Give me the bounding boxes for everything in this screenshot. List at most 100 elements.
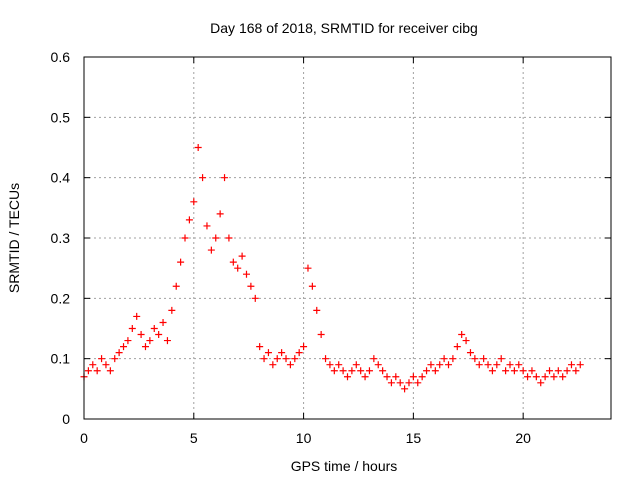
y-tick-label: 0 <box>62 411 70 427</box>
data-point <box>291 355 299 363</box>
data-point <box>304 264 312 272</box>
x-tick-label: 15 <box>406 430 422 446</box>
x-axis-label: GPS time / hours <box>291 458 398 474</box>
data-point <box>401 385 409 393</box>
data-point <box>111 355 119 363</box>
data-point <box>216 210 224 218</box>
data-point <box>120 343 128 351</box>
data-point <box>124 337 132 345</box>
data-point <box>414 379 422 387</box>
data-point <box>528 367 536 375</box>
data-point <box>484 361 492 369</box>
data-point <box>344 373 351 381</box>
y-axis-label: SRMTID / TECUs <box>6 183 22 293</box>
data-point <box>168 306 176 314</box>
data-point <box>133 312 141 320</box>
data-point <box>137 331 145 339</box>
data-point <box>322 355 330 363</box>
data-point <box>396 379 404 387</box>
data-point <box>273 355 281 363</box>
data-point <box>128 325 136 332</box>
data-point <box>370 355 378 363</box>
data-point <box>546 367 554 375</box>
data-point <box>572 367 580 375</box>
chart-title: Day 168 of 2018, SRMTID for receiver cib… <box>210 20 478 36</box>
data-point <box>300 343 308 351</box>
data-point <box>98 355 106 363</box>
data-point <box>510 367 518 375</box>
data-point <box>150 325 158 332</box>
data-point <box>383 373 391 381</box>
data-point <box>181 234 189 242</box>
x-tick-label: 0 <box>80 430 88 446</box>
data-point <box>326 361 334 369</box>
data-point <box>278 349 286 357</box>
data-point <box>159 318 167 326</box>
axis-ticks: 0 0.1 0.2 0.3 0.4 0.5 0.6 0 5 10 15 20 <box>51 49 611 446</box>
data-point <box>365 367 373 375</box>
data-point <box>194 144 202 151</box>
data-point <box>374 361 382 369</box>
data-point <box>524 373 532 381</box>
data-point <box>256 343 264 351</box>
data-point <box>532 373 540 381</box>
data-point <box>379 367 387 375</box>
data-point <box>502 367 510 375</box>
data-point <box>295 349 303 357</box>
data-point <box>431 367 439 375</box>
data-point <box>234 264 242 272</box>
data-point <box>427 361 435 369</box>
data-point <box>458 331 466 339</box>
y-tick-label: 0.5 <box>51 109 71 125</box>
data-point <box>488 367 496 375</box>
data-point <box>199 174 207 182</box>
data-point <box>559 373 567 381</box>
data-point <box>203 222 211 230</box>
data-point <box>155 331 163 339</box>
data-point <box>361 373 369 381</box>
grid <box>84 57 611 419</box>
data-point <box>207 246 215 254</box>
data-point <box>115 349 123 357</box>
x-tick-label: 20 <box>515 430 531 446</box>
data-point <box>519 367 527 375</box>
data-point <box>106 367 114 375</box>
data-point <box>330 367 338 375</box>
data-point <box>146 337 154 345</box>
data-point <box>84 367 92 375</box>
data-point <box>567 361 575 369</box>
data-point <box>251 294 259 302</box>
data-point <box>339 367 347 375</box>
data-point <box>436 361 444 369</box>
x-tick-label: 10 <box>296 430 312 446</box>
data-point <box>440 355 448 363</box>
data-point <box>387 379 395 387</box>
y-tick-label: 0.2 <box>51 290 71 306</box>
data-point <box>221 174 229 182</box>
data-point <box>475 361 483 369</box>
y-tick-label: 0.4 <box>51 170 71 186</box>
data-point <box>282 355 290 363</box>
data-point <box>449 355 457 363</box>
data-point <box>563 367 571 375</box>
y-tick-label: 0.1 <box>51 351 71 367</box>
data-point <box>453 343 461 351</box>
data-point <box>93 367 101 375</box>
data-point <box>141 343 149 351</box>
data-point <box>423 367 431 375</box>
data-point <box>352 361 360 369</box>
data-point <box>317 331 325 339</box>
data-point <box>308 282 316 290</box>
data-point <box>466 349 474 357</box>
data-point <box>405 379 413 387</box>
data-point <box>264 349 272 357</box>
data-point <box>537 379 545 387</box>
data-points <box>80 144 584 393</box>
x-tick-label: 5 <box>190 430 198 446</box>
data-point <box>462 337 470 345</box>
data-point <box>497 355 505 363</box>
data-point <box>335 361 343 369</box>
data-point <box>238 252 246 260</box>
